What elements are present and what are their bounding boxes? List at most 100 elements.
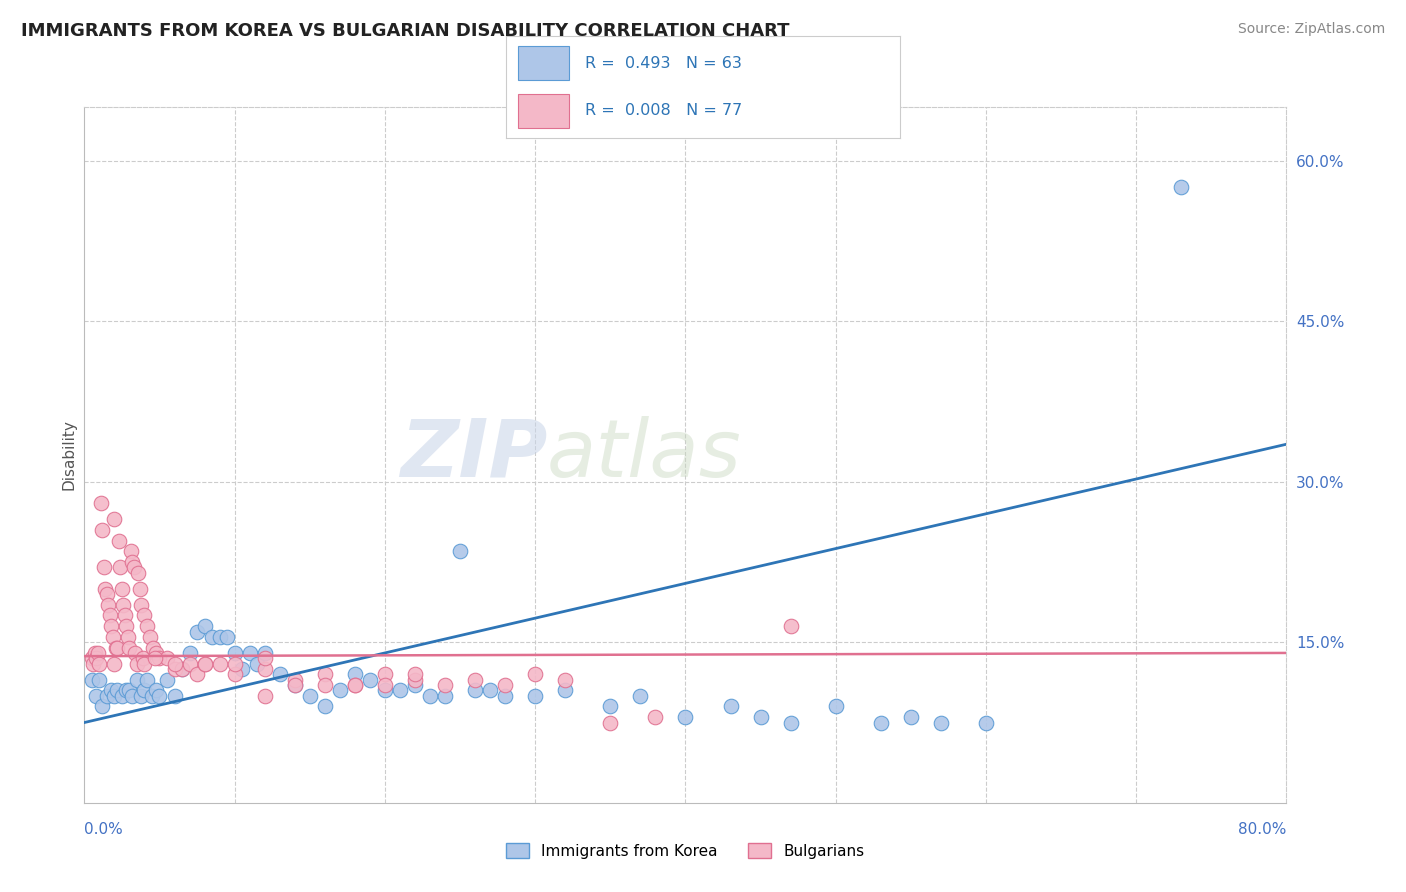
Point xyxy=(111,582,134,596)
Point xyxy=(253,689,276,703)
Point xyxy=(374,678,396,692)
Point xyxy=(104,640,127,655)
Point xyxy=(141,689,163,703)
Point xyxy=(644,710,666,724)
Point xyxy=(824,699,846,714)
Point xyxy=(148,689,170,703)
Text: IMMIGRANTS FROM KOREA VS BULGARIAN DISABILITY CORRELATION CHART: IMMIGRANTS FROM KOREA VS BULGARIAN DISAB… xyxy=(21,22,790,40)
Point xyxy=(179,657,201,671)
Point xyxy=(94,582,117,596)
Point xyxy=(89,673,111,687)
Point xyxy=(110,560,132,574)
Point xyxy=(80,673,103,687)
Point xyxy=(129,582,152,596)
Point xyxy=(554,683,576,698)
Point xyxy=(284,678,307,692)
Point xyxy=(253,662,276,676)
Text: ZIP: ZIP xyxy=(399,416,547,494)
Point xyxy=(179,646,201,660)
Point xyxy=(298,689,321,703)
Point xyxy=(91,523,114,537)
Point xyxy=(90,496,112,510)
Point xyxy=(87,646,110,660)
Point xyxy=(103,657,125,671)
Point xyxy=(239,646,262,660)
Point xyxy=(145,683,167,698)
Point xyxy=(96,587,118,601)
Point xyxy=(675,710,697,724)
Point xyxy=(494,689,516,703)
Point xyxy=(599,715,621,730)
Point xyxy=(419,689,441,703)
Point xyxy=(464,673,486,687)
Point xyxy=(98,608,121,623)
Point xyxy=(628,689,651,703)
Point xyxy=(132,651,155,665)
Point xyxy=(404,678,426,692)
Point xyxy=(121,555,143,569)
Point xyxy=(115,683,138,698)
Point xyxy=(314,667,336,681)
Point xyxy=(83,646,105,660)
Point xyxy=(89,657,111,671)
Point xyxy=(186,624,208,639)
Legend: Immigrants from Korea, Bulgarians: Immigrants from Korea, Bulgarians xyxy=(501,837,870,864)
Point xyxy=(143,651,166,665)
Point xyxy=(314,678,336,692)
Point xyxy=(111,689,134,703)
Point xyxy=(524,667,547,681)
Point xyxy=(869,715,891,730)
Point xyxy=(107,640,129,655)
Point xyxy=(388,683,411,698)
Y-axis label: Disability: Disability xyxy=(60,419,76,491)
Point xyxy=(136,619,159,633)
Point xyxy=(208,657,231,671)
Point xyxy=(112,598,135,612)
Point xyxy=(121,689,143,703)
Point xyxy=(118,640,141,655)
Point xyxy=(107,683,129,698)
Point xyxy=(434,678,457,692)
Point xyxy=(97,598,120,612)
Point xyxy=(100,619,122,633)
Point xyxy=(103,689,125,703)
Text: atlas: atlas xyxy=(547,416,742,494)
Point xyxy=(114,608,136,623)
Point xyxy=(494,678,516,692)
Point xyxy=(170,662,193,676)
Point xyxy=(117,630,139,644)
Point xyxy=(217,630,239,644)
Text: 80.0%: 80.0% xyxy=(1239,822,1286,837)
Point xyxy=(599,699,621,714)
Point xyxy=(343,678,366,692)
Point xyxy=(86,651,108,665)
Point xyxy=(80,651,103,665)
Point xyxy=(479,683,502,698)
Point xyxy=(194,657,217,671)
Point xyxy=(108,533,131,548)
Point xyxy=(343,678,366,692)
Point xyxy=(82,657,104,671)
Point xyxy=(343,667,366,681)
Point xyxy=(464,683,486,698)
Point xyxy=(974,715,997,730)
Point xyxy=(156,651,179,665)
Point xyxy=(148,651,170,665)
Point xyxy=(929,715,952,730)
Point xyxy=(115,619,138,633)
Point xyxy=(163,662,186,676)
Bar xyxy=(517,95,569,128)
Point xyxy=(524,689,547,703)
Point xyxy=(125,673,148,687)
Point xyxy=(96,689,118,703)
Point xyxy=(120,544,142,558)
Point xyxy=(131,598,153,612)
Point xyxy=(101,630,124,644)
Point xyxy=(284,673,307,687)
Point xyxy=(779,715,801,730)
Point xyxy=(142,640,165,655)
Point xyxy=(1170,180,1192,194)
Point xyxy=(359,673,381,687)
Point xyxy=(124,646,146,660)
Point xyxy=(449,544,471,558)
